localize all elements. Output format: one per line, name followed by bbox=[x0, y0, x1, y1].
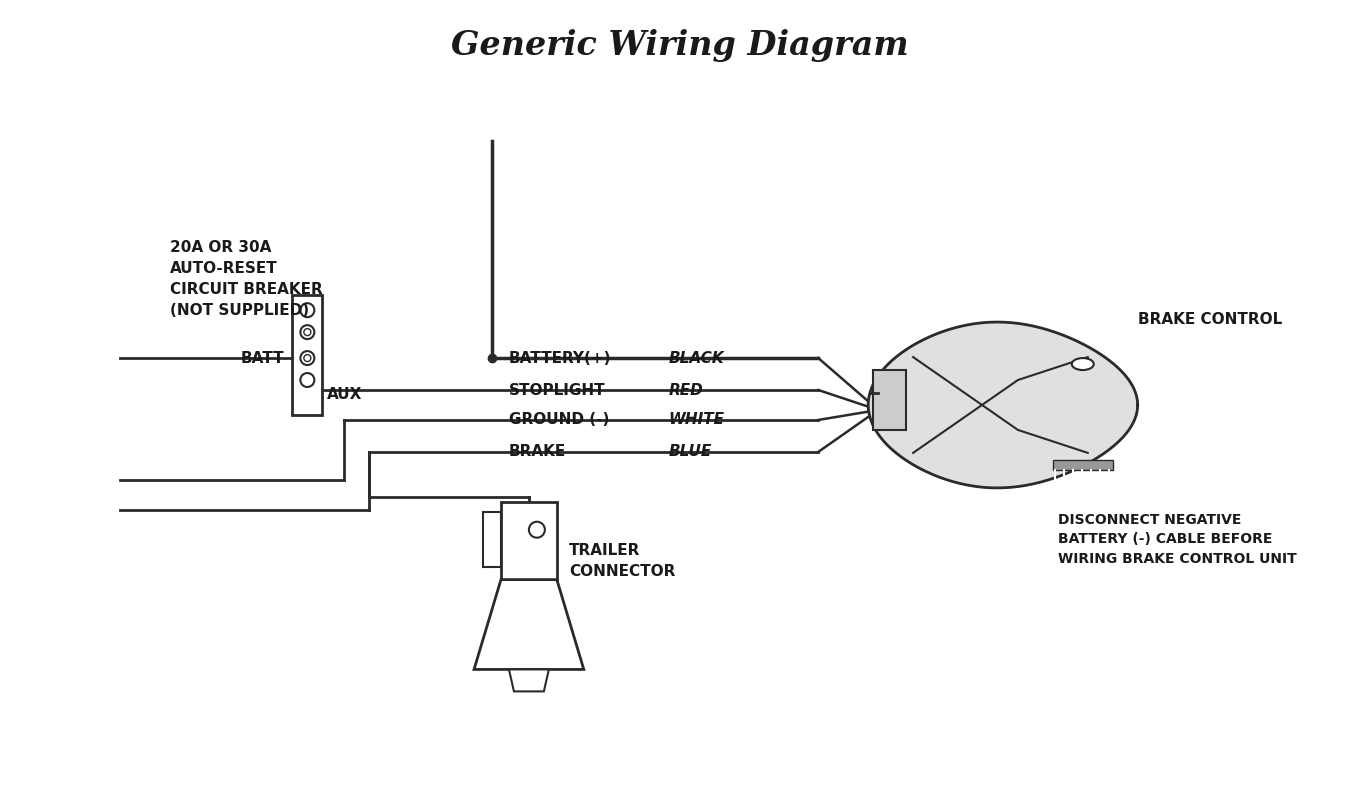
Text: WHITE: WHITE bbox=[669, 412, 725, 427]
Text: BLUE: BLUE bbox=[669, 444, 712, 459]
Polygon shape bbox=[509, 670, 549, 691]
Bar bbox=[501, 502, 557, 580]
Circle shape bbox=[301, 351, 315, 365]
Text: TRAILER
CONNECTOR: TRAILER CONNECTOR bbox=[569, 543, 676, 578]
Text: Generic Wiring Diagram: Generic Wiring Diagram bbox=[451, 28, 908, 61]
Bar bbox=[873, 370, 906, 430]
Polygon shape bbox=[474, 580, 584, 670]
Text: BLACK: BLACK bbox=[669, 351, 725, 366]
Text: BATTERY(+): BATTERY(+) bbox=[509, 351, 612, 366]
Circle shape bbox=[528, 522, 545, 537]
Bar bbox=[293, 296, 323, 415]
Text: STOPLIGHT: STOPLIGHT bbox=[509, 382, 606, 397]
Ellipse shape bbox=[1072, 358, 1094, 370]
Text: GROUND (-): GROUND (-) bbox=[509, 412, 609, 427]
Circle shape bbox=[304, 355, 311, 362]
Text: BRAKE CONTROL: BRAKE CONTROL bbox=[1137, 312, 1282, 327]
Circle shape bbox=[304, 329, 311, 336]
Circle shape bbox=[301, 373, 315, 387]
Polygon shape bbox=[868, 322, 1137, 488]
Bar bbox=[484, 511, 501, 567]
Circle shape bbox=[301, 325, 315, 339]
Text: 20A OR 30A
AUTO-RESET
CIRCUIT BREAKER
(NOT SUPPLIED): 20A OR 30A AUTO-RESET CIRCUIT BREAKER (N… bbox=[170, 240, 323, 318]
Circle shape bbox=[301, 303, 315, 317]
Text: RED: RED bbox=[669, 382, 703, 397]
Bar bbox=[1053, 460, 1113, 470]
Text: BRAKE: BRAKE bbox=[509, 444, 567, 459]
Text: BATT: BATT bbox=[241, 351, 285, 366]
Text: AUX: AUX bbox=[327, 388, 362, 403]
Text: DISCONNECT NEGATIVE
BATTERY (-) CABLE BEFORE
WIRING BRAKE CONTROL UNIT: DISCONNECT NEGATIVE BATTERY (-) CABLE BE… bbox=[1058, 513, 1297, 566]
